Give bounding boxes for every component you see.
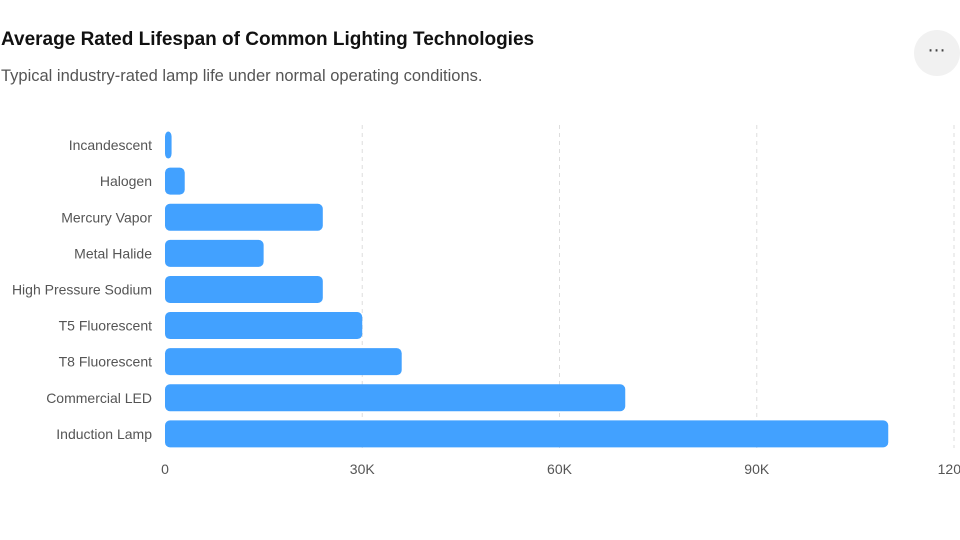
bar[interactable] (165, 384, 626, 412)
bar[interactable] (165, 275, 323, 303)
chart-subtitle: Typical industry-rated lamp life under n… (1, 67, 483, 85)
x-tick-label: 120K (938, 461, 960, 477)
category-label: Halogen (100, 173, 152, 189)
bar[interactable] (165, 348, 402, 376)
more-options-button[interactable]: ⋯ (914, 30, 960, 76)
bars (165, 131, 889, 448)
x-tick-label: 0 (161, 461, 169, 477)
bar[interactable] (165, 239, 264, 267)
category-label: Incandescent (69, 137, 152, 153)
category-label: T8 Fluorescent (59, 354, 152, 370)
category-label: Metal Halide (74, 245, 152, 261)
x-tick-label: 30K (350, 461, 376, 477)
category-label: Commercial LED (46, 390, 152, 406)
bar[interactable] (165, 420, 889, 448)
category-labels: Incandescent Halogen Mercury Vapor Metal Ha… (12, 137, 152, 442)
more-horizontal-icon: ⋯ (927, 40, 947, 60)
category-label: Mercury Vapor (61, 209, 152, 225)
chart-title: Average Rated Lifespan of Common Lightin… (1, 29, 535, 50)
category-label: T5 Fluorescent (59, 318, 152, 334)
bar[interactable] (165, 312, 363, 340)
bar[interactable] (165, 167, 185, 195)
bar[interactable] (165, 203, 323, 231)
category-label: High Pressure Sodium (12, 281, 152, 297)
x-axis-ticks: 0 30K 60K 90K 120K (161, 461, 960, 477)
x-tick-label: 90K (744, 461, 770, 477)
category-label: Induction Lamp (56, 426, 152, 442)
grid-lines (361, 125, 955, 448)
x-tick-label: 60K (547, 461, 573, 477)
bar[interactable] (165, 131, 172, 159)
